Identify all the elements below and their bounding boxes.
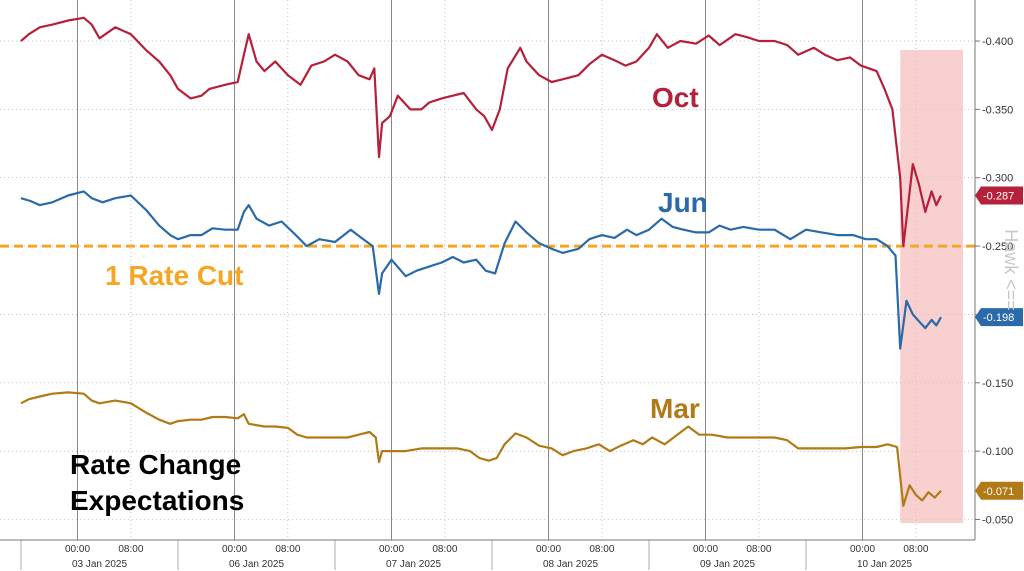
series-label-mar: Mar <box>650 393 700 424</box>
x-time-tick-label: 08:00 <box>275 544 300 555</box>
last-value-badge-text: -0.287 <box>983 190 1014 202</box>
series-label-oct: Oct <box>652 82 699 113</box>
y-tick-label: -0.250 <box>982 241 1013 253</box>
x-time-tick-label: 08:00 <box>589 544 614 555</box>
series-group <box>20 16 942 507</box>
last-value-badge-bg <box>975 481 1023 500</box>
last-value-badge-text: -0.071 <box>983 486 1014 498</box>
x-time-tick-label: 00:00 <box>536 544 561 555</box>
x-date-label: 10 Jan 2025 <box>857 559 912 570</box>
y-tick-label: -0.050 <box>982 514 1013 526</box>
highlight-region <box>900 50 963 523</box>
x-time-tick-label: 00:00 <box>379 544 404 555</box>
x-date-label: 08 Jan 2025 <box>543 559 598 570</box>
y-tick-label: -0.400 <box>982 36 1013 48</box>
highlight-rect <box>900 50 963 523</box>
x-time-tick-label: 08:00 <box>432 544 457 555</box>
series-line-mar <box>20 391 942 507</box>
x-date-label: 06 Jan 2025 <box>229 559 284 570</box>
last-value-badge-jun: -0.198 <box>975 308 1023 327</box>
reference-line-label: 1 Rate Cut <box>105 260 243 291</box>
last-value-badge-mar: -0.071 <box>975 481 1023 500</box>
x-time-tick-label: 00:00 <box>65 544 90 555</box>
x-date-label: 09 Jan 2025 <box>700 559 755 570</box>
x-time-tick-label: 00:00 <box>222 544 247 555</box>
y-tick-label: -0.100 <box>982 446 1013 458</box>
last-value-badge-bg <box>975 186 1023 205</box>
y-tick-label: -0.350 <box>982 104 1013 116</box>
series-line-jun <box>20 190 942 350</box>
x-time-tick-label: 08:00 <box>746 544 771 555</box>
last-value-badge-bg <box>975 308 1023 327</box>
reference-line-group: 1 Rate Cut <box>0 244 975 291</box>
x-time-tick-label: 08:00 <box>903 544 928 555</box>
y-tick-label: -0.300 <box>982 173 1013 185</box>
x-time-tick-label: 00:00 <box>850 544 875 555</box>
y-tick-label: -0.150 <box>982 378 1013 390</box>
series-line-oct <box>20 16 942 248</box>
chart-title-line: Expectations <box>70 485 244 516</box>
labels: Oct Jun Mar Rate Change Expectations <box>70 82 708 516</box>
x-time-tick-label: 08:00 <box>118 544 143 555</box>
last-value-badge-text: -0.198 <box>983 312 1014 324</box>
x-date-label: 07 Jan 2025 <box>386 559 441 570</box>
series-label-jun: Jun <box>658 187 708 218</box>
x-date-label: 03 Jan 2025 <box>72 559 127 570</box>
last-value-badge-oct: -0.287 <box>975 186 1023 205</box>
x-time-tick-label: 00:00 <box>693 544 718 555</box>
chart-title-line: Rate Change <box>70 449 241 480</box>
y-axis-title: Hawk <== <box>1001 229 1021 311</box>
